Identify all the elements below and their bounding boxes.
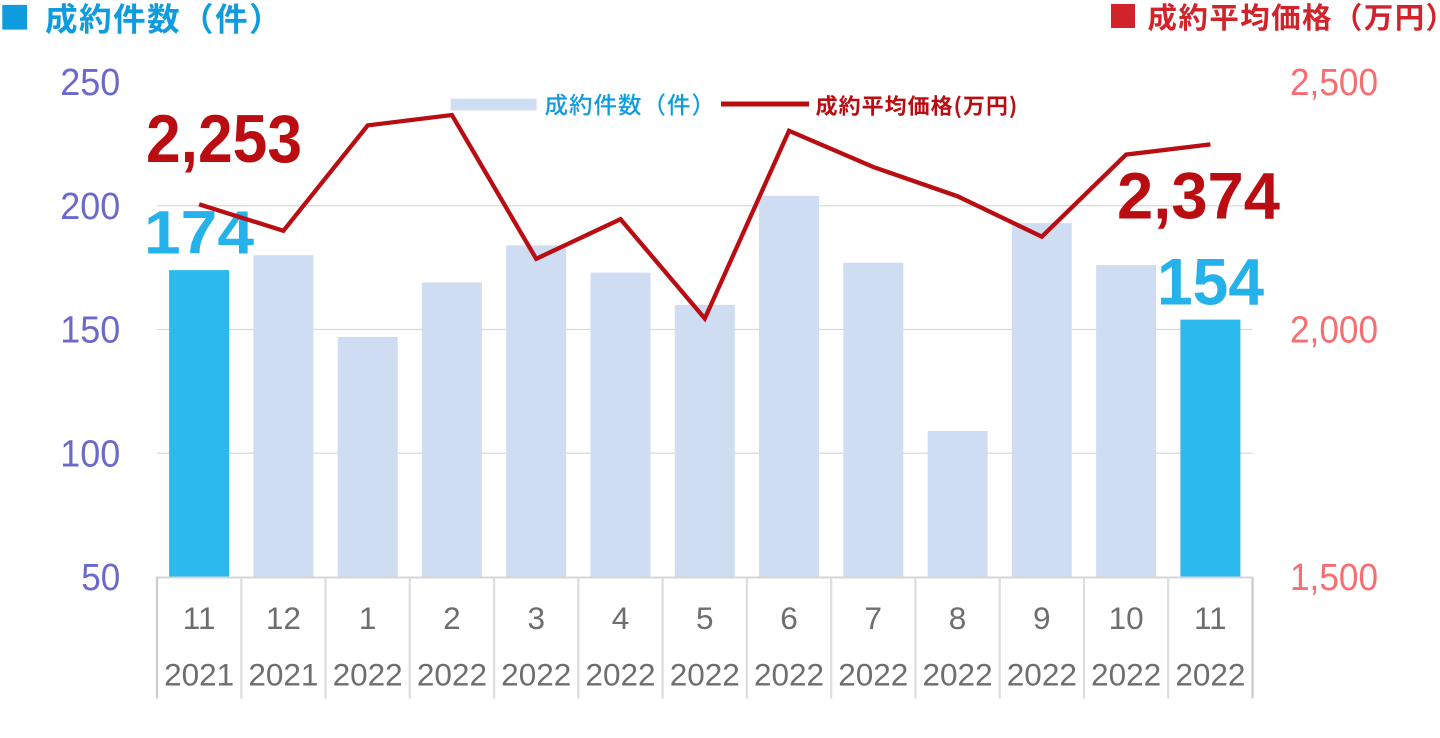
svg-text:9: 9 xyxy=(1033,600,1051,636)
svg-text:174: 174 xyxy=(144,198,254,266)
svg-text:2021: 2021 xyxy=(248,656,318,692)
svg-text:2022: 2022 xyxy=(1175,656,1245,692)
svg-text:50: 50 xyxy=(81,556,120,599)
svg-text:2022: 2022 xyxy=(333,656,403,692)
svg-text:2022: 2022 xyxy=(501,656,571,692)
svg-text:200: 200 xyxy=(60,185,120,228)
svg-text:5: 5 xyxy=(696,600,714,636)
svg-text:2022: 2022 xyxy=(1007,656,1077,692)
svg-text:2021: 2021 xyxy=(164,656,234,692)
svg-text:8: 8 xyxy=(949,600,967,636)
svg-text:6: 6 xyxy=(780,600,798,636)
svg-text:1,500: 1,500 xyxy=(1290,556,1378,599)
svg-text:2022: 2022 xyxy=(417,656,487,692)
svg-text:10: 10 xyxy=(1109,600,1144,636)
svg-text:2,500: 2,500 xyxy=(1290,61,1378,104)
svg-text:12: 12 xyxy=(266,600,301,636)
svg-text:4: 4 xyxy=(612,600,630,636)
svg-text:154: 154 xyxy=(1157,244,1264,318)
svg-text:2022: 2022 xyxy=(670,656,740,692)
svg-text:2,374: 2,374 xyxy=(1117,159,1280,233)
svg-text:2022: 2022 xyxy=(923,656,993,692)
svg-text:11: 11 xyxy=(183,600,216,636)
svg-text:250: 250 xyxy=(60,61,120,104)
svg-text:2022: 2022 xyxy=(585,656,655,692)
svg-text:7: 7 xyxy=(865,600,883,636)
svg-text:100: 100 xyxy=(60,432,120,475)
svg-text:2: 2 xyxy=(443,600,461,636)
svg-text:1: 1 xyxy=(359,600,377,636)
svg-text:150: 150 xyxy=(60,309,120,352)
svg-text:2,253: 2,253 xyxy=(146,101,302,177)
svg-text:3: 3 xyxy=(527,600,545,636)
svg-text:2022: 2022 xyxy=(1091,656,1161,692)
svg-text:2,000: 2,000 xyxy=(1290,309,1378,352)
svg-text:2022: 2022 xyxy=(754,656,824,692)
svg-text:11: 11 xyxy=(1194,600,1227,636)
svg-text:2022: 2022 xyxy=(838,656,908,692)
